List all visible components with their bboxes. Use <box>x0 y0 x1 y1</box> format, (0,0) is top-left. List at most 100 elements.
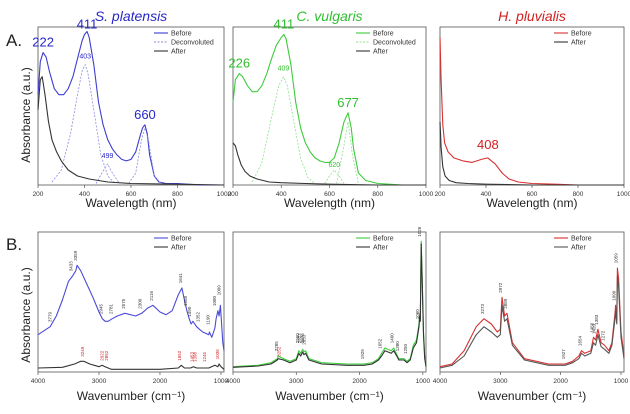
peak-label: 1558 <box>183 295 188 306</box>
legend-entry: Deconvoluted <box>373 40 416 47</box>
peak-label: 1059 <box>613 253 618 264</box>
peak-label: 409 <box>278 66 290 73</box>
panel-3: H. pluvialis 200 400 600 800 1000 Wavelength (… <box>435 8 630 210</box>
x-tick-label: 2000 <box>352 378 367 385</box>
peak-label: 1460 <box>390 333 395 344</box>
series-line <box>232 142 426 186</box>
panel-title: C. vulgaris <box>296 8 362 24</box>
peak-label: 1352 <box>196 311 201 322</box>
x-tick-label: 4000 <box>433 378 448 385</box>
peak-label: 1456 <box>590 322 595 333</box>
series-line <box>95 163 120 184</box>
peak-label: 3273 <box>480 303 485 314</box>
panel-title: S. platensis <box>95 8 167 24</box>
legend-entry: After <box>171 49 186 56</box>
peak-label: 677 <box>337 95 359 110</box>
peak-label: 2853 <box>302 334 307 345</box>
legend-entry: After <box>571 40 586 47</box>
legend-entry: After <box>373 49 388 56</box>
x-tick-label: 1000 <box>419 191 434 198</box>
x-tick-label: 400 <box>481 191 492 198</box>
x-tick-label: 2000 <box>553 378 568 385</box>
x-tick-label: 200 <box>435 191 446 198</box>
legend-entry: After <box>171 245 186 252</box>
peak-label: 3252 <box>276 346 281 357</box>
series-line <box>37 264 225 351</box>
peak-label: 2889 <box>503 298 508 309</box>
peak-label: 1420 <box>592 323 597 334</box>
peak-label: 1652 <box>378 338 383 349</box>
peak-label: 1383 <box>594 314 599 325</box>
peak-label: 2960 <box>295 333 300 344</box>
peak-label: 660 <box>134 107 156 122</box>
peak-label: 1250 <box>403 343 408 354</box>
peak-label: 403 <box>79 54 91 61</box>
legend-entry: Before <box>373 236 394 243</box>
legend-entry: Before <box>571 31 592 38</box>
x-tick-label: 1000 <box>217 191 232 198</box>
row-label-b: B. <box>6 235 22 254</box>
peak-label: 2781 <box>108 303 113 314</box>
panel-6: 4000 3000 2000 1000 Wavenumber (cm⁻¹) Before A… <box>433 231 629 403</box>
x-axis-label: Wavenumber (cm⁻¹) <box>478 389 587 403</box>
peak-label: 1652 <box>177 350 182 361</box>
panel-5: 4000 3000 2000 1000 Wavenumber (cm⁻¹) Before A… <box>226 226 431 403</box>
peak-label: 3359 <box>73 250 78 261</box>
peak-label: 3433 <box>69 261 74 272</box>
x-tick-label: 2000 <box>153 378 168 385</box>
peak-label: 2922 <box>100 350 105 361</box>
x-tick-label: 4000 <box>31 378 46 385</box>
x-tick-label: 600 <box>324 191 335 198</box>
peak-label: 1245 <box>202 351 207 362</box>
legend-entry: After <box>571 245 586 252</box>
x-tick-label: 600 <box>126 191 137 198</box>
panel-title: H. pluvialis <box>498 8 566 24</box>
panel-1: S. platensis 200 400 600 800 1000 Wavelength (… <box>32 8 231 210</box>
x-axis-label: Wavelength (nm) <box>284 196 375 210</box>
peak-label: 1090 <box>612 290 617 301</box>
peak-label: 1380 <box>395 341 400 352</box>
peak-label: 1060 <box>415 309 420 320</box>
plot-frame <box>232 231 427 373</box>
legend-entry: Before <box>571 236 592 243</box>
row-label-a: A. <box>6 31 22 50</box>
peak-label: 1080 <box>212 295 217 306</box>
peak-label: 411 <box>77 17 98 32</box>
x-tick-label: 4000 <box>226 378 241 385</box>
peak-label: 3285 <box>274 341 279 352</box>
peak-label: 408 <box>477 137 499 152</box>
legend-entry: Before <box>373 31 394 38</box>
peak-label: 1272 <box>601 330 606 341</box>
peak-label: 226 <box>228 56 250 71</box>
series-line <box>232 33 426 186</box>
series-line <box>232 243 427 368</box>
x-tick-label: 1000 <box>416 378 431 385</box>
peak-label: 1026 <box>417 226 422 237</box>
peak-label: 222 <box>32 35 54 50</box>
peak-label: 1654 <box>578 335 583 346</box>
legend-entry: Before <box>171 31 192 38</box>
x-axis-label: Wavelength (nm) <box>487 196 578 210</box>
x-tick-label: 400 <box>79 191 90 198</box>
peak-label: 1641 <box>178 273 183 284</box>
x-tick-label: 1000 <box>614 378 629 385</box>
peak-label: 2300 <box>138 298 143 309</box>
x-tick-label: 3000 <box>92 378 107 385</box>
series-line <box>324 169 345 184</box>
series-line <box>251 76 316 184</box>
plot-frame <box>439 231 625 373</box>
x-tick-label: 800 <box>172 191 183 198</box>
x-tick-label: 400 <box>276 191 287 198</box>
peak-label: 2922 <box>297 333 302 344</box>
peak-label: 2876 <box>300 333 305 344</box>
peak-label: 3779 <box>48 311 53 322</box>
series-line <box>37 76 225 186</box>
plot-frame <box>37 231 225 373</box>
x-axis-label: Wavelength (nm) <box>86 196 177 210</box>
peak-label: 1190 <box>205 315 210 325</box>
x-tick-label: 1000 <box>214 378 229 385</box>
peak-label: 2575 <box>121 298 126 309</box>
series-line <box>439 121 624 186</box>
x-tick-label: 200 <box>228 191 239 198</box>
